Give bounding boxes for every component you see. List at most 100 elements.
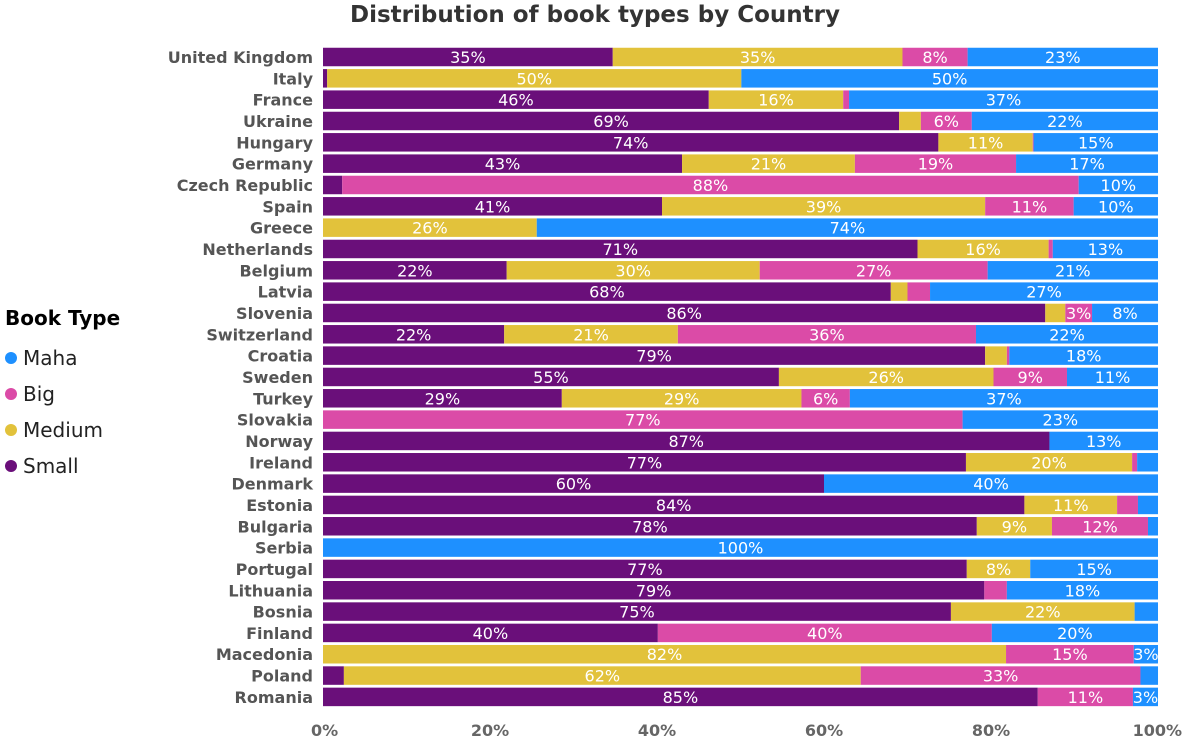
bar-maha-estonia[interactable]: [1137, 495, 1158, 515]
bar-maha-turkey[interactable]: [849, 389, 1158, 408]
bar-small-spain[interactable]: [323, 197, 663, 216]
bar-small-romania[interactable]: [323, 687, 1038, 707]
bar-big-netherlands[interactable]: [1048, 239, 1053, 259]
bar-small-united-kingdom[interactable]: [323, 47, 613, 67]
bar-maha-slovakia[interactable]: [962, 410, 1158, 429]
bar-maha-spain[interactable]: [1073, 197, 1158, 216]
bar-small-croatia[interactable]: [323, 346, 986, 365]
bar-maha-croatia[interactable]: [1009, 346, 1158, 365]
bar-small-bosnia[interactable]: [323, 602, 951, 621]
bar-small-bulgaria[interactable]: [323, 517, 977, 536]
bar-medium-spain[interactable]: [662, 197, 986, 216]
bar-big-ireland[interactable]: [1132, 453, 1138, 472]
bar-maha-france[interactable]: [849, 90, 1158, 109]
bar-maha-serbia[interactable]: [323, 538, 1158, 557]
bar-maha-norway[interactable]: [1049, 431, 1158, 451]
bar-maha-slovenia[interactable]: [1092, 303, 1159, 323]
bar-medium-portugal[interactable]: [966, 559, 1031, 579]
bar-medium-sweden[interactable]: [778, 367, 994, 387]
bar-medium-latvia[interactable]: [890, 282, 908, 301]
bar-medium-croatia[interactable]: [985, 346, 1007, 365]
bar-maha-bosnia[interactable]: [1134, 602, 1158, 621]
bar-maha-finland[interactable]: [991, 623, 1158, 643]
bar-big-bulgaria[interactable]: [1051, 517, 1148, 536]
bar-medium-turkey[interactable]: [561, 389, 802, 408]
bar-big-czech-republic[interactable]: [342, 175, 1079, 195]
bar-maha-latvia[interactable]: [930, 282, 1158, 301]
bar-small-netherlands[interactable]: [323, 239, 918, 259]
bar-big-slovenia[interactable]: [1065, 303, 1093, 323]
bar-maha-romania[interactable]: [1132, 687, 1158, 707]
bar-big-latvia[interactable]: [907, 282, 931, 301]
bar-medium-slovenia[interactable]: [1045, 303, 1066, 323]
bar-big-spain[interactable]: [985, 197, 1074, 216]
bar-big-poland[interactable]: [860, 666, 1141, 685]
bar-maha-lithuania[interactable]: [1006, 581, 1159, 600]
bar-big-croatia[interactable]: [1006, 346, 1010, 365]
bar-small-germany[interactable]: [323, 154, 683, 173]
bar-small-poland[interactable]: [323, 666, 344, 685]
bar-small-italy[interactable]: [323, 69, 328, 88]
bar-big-france[interactable]: [843, 90, 850, 109]
bar-maha-belgium[interactable]: [987, 261, 1158, 280]
bar-medium-bosnia[interactable]: [950, 602, 1135, 621]
bar-big-macedonia[interactable]: [1006, 644, 1134, 664]
bar-maha-hungary[interactable]: [1033, 133, 1158, 152]
bar-maha-netherlands[interactable]: [1052, 239, 1158, 259]
bar-medium-bulgaria[interactable]: [976, 517, 1052, 536]
bar-small-portugal[interactable]: [323, 559, 967, 579]
bar-maha-czech-republic[interactable]: [1078, 175, 1159, 195]
legend-item-medium[interactable]: Medium: [5, 412, 120, 448]
bar-small-denmark[interactable]: [323, 474, 824, 493]
bar-big-finland[interactable]: [657, 623, 992, 643]
bar-medium-germany[interactable]: [682, 154, 855, 173]
bar-small-czech-republic[interactable]: [323, 175, 343, 195]
bar-medium-france[interactable]: [708, 90, 844, 109]
bar-small-lithuania[interactable]: [323, 581, 985, 600]
bar-maha-united-kingdom[interactable]: [967, 47, 1158, 67]
bar-small-switzerland[interactable]: [323, 325, 505, 344]
bar-medium-united-kingdom[interactable]: [612, 47, 903, 67]
bar-medium-ireland[interactable]: [965, 453, 1133, 472]
legend-item-big[interactable]: Big: [5, 376, 120, 412]
bar-maha-poland[interactable]: [1140, 666, 1159, 685]
bar-medium-netherlands[interactable]: [917, 239, 1049, 259]
bar-medium-estonia[interactable]: [1024, 495, 1118, 515]
bar-big-romania[interactable]: [1037, 687, 1133, 707]
bar-medium-belgium[interactable]: [506, 261, 760, 280]
bar-maha-denmark[interactable]: [824, 474, 1158, 493]
bar-big-turkey[interactable]: [801, 389, 850, 408]
bar-small-latvia[interactable]: [323, 282, 891, 301]
bar-small-turkey[interactable]: [323, 389, 562, 408]
bar-maha-ireland[interactable]: [1137, 453, 1159, 472]
bar-big-estonia[interactable]: [1117, 495, 1138, 515]
bar-medium-italy[interactable]: [327, 69, 742, 88]
bar-medium-poland[interactable]: [343, 666, 861, 685]
bar-big-hungary[interactable]: [1032, 133, 1034, 152]
bar-small-norway[interactable]: [323, 431, 1050, 451]
legend-item-maha[interactable]: Maha: [5, 340, 120, 376]
bar-small-sweden[interactable]: [323, 367, 779, 387]
bar-maha-germany[interactable]: [1016, 154, 1158, 173]
bar-small-belgium[interactable]: [323, 261, 507, 280]
bar-maha-macedonia[interactable]: [1133, 644, 1158, 664]
bar-maha-sweden[interactable]: [1066, 367, 1158, 387]
bar-small-hungary[interactable]: [323, 133, 939, 152]
bar-big-sweden[interactable]: [993, 367, 1067, 387]
bar-big-germany[interactable]: [854, 154, 1017, 173]
legend-item-small[interactable]: Small: [5, 448, 120, 484]
bar-maha-switzerland[interactable]: [975, 325, 1158, 344]
bar-maha-portugal[interactable]: [1030, 559, 1158, 579]
bar-medium-switzerland[interactable]: [504, 325, 678, 344]
bar-big-ukraine[interactable]: [920, 111, 972, 131]
bar-maha-greece[interactable]: [536, 218, 1158, 237]
bar-big-belgium[interactable]: [759, 261, 988, 280]
bar-medium-greece[interactable]: [323, 218, 537, 237]
bar-big-switzerland[interactable]: [677, 325, 976, 344]
bar-medium-hungary[interactable]: [938, 133, 1033, 152]
bar-big-united-kingdom[interactable]: [902, 47, 968, 67]
bar-maha-bulgaria[interactable]: [1147, 517, 1158, 536]
bar-maha-ukraine[interactable]: [971, 111, 1158, 131]
bar-small-france[interactable]: [323, 90, 709, 109]
bar-small-ukraine[interactable]: [323, 111, 900, 131]
